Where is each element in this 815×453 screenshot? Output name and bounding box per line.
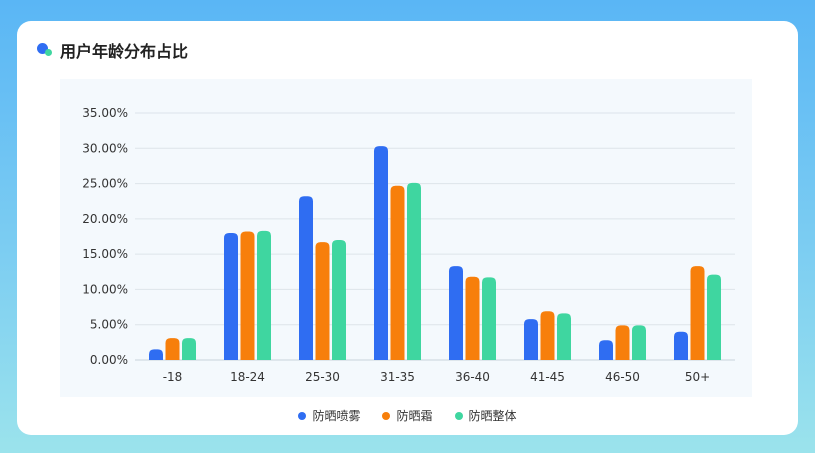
x-tick-label: 46-50: [605, 370, 640, 384]
bar: [149, 349, 163, 360]
x-tick-label: 31-35: [380, 370, 415, 384]
bar: [315, 242, 330, 360]
y-tick-label: 30.00%: [82, 141, 128, 155]
bar: [707, 274, 721, 360]
x-tick-label: 41-45: [530, 370, 565, 384]
chart-title: 用户年龄分布占比: [60, 42, 189, 61]
bar: [390, 185, 405, 360]
bar: [690, 266, 705, 360]
bar: [599, 340, 613, 360]
bar: [332, 240, 346, 360]
bar: [165, 338, 180, 360]
bar: [257, 230, 271, 360]
legend-swatch-series1: [298, 411, 307, 420]
bar: [632, 325, 646, 360]
x-tick-label: 18-24: [230, 370, 265, 384]
x-tick-label: -18: [163, 370, 183, 384]
bar: [482, 277, 496, 360]
legend-swatch-series3: [454, 411, 463, 420]
bar: [674, 331, 688, 360]
bar: [407, 182, 421, 360]
bar: [224, 232, 238, 360]
bar: [524, 319, 538, 360]
legend-item-series2[interactable]: 防晒霜: [382, 407, 433, 424]
legend-item-series1[interactable]: 防晒喷雾: [298, 407, 360, 424]
y-tick-label: 15.00%: [82, 247, 128, 261]
bar: [615, 325, 630, 360]
x-tick-label: 36-40: [455, 370, 490, 384]
legend-label-series1: 防晒喷雾: [312, 409, 361, 423]
legend-label-series3: 防晒整体: [468, 409, 517, 423]
bar: [374, 146, 388, 360]
bar: [557, 313, 571, 360]
y-tick-label: 5.00%: [90, 318, 128, 332]
legend: 防晒喷雾 防晒霜 防晒整体: [17, 407, 798, 424]
chart-card: 用户年龄分布占比 0.00% 5.00% 10.00% 15.00% 20.00% 25.…: [17, 21, 798, 435]
bar: [182, 338, 196, 360]
bar: [449, 266, 463, 360]
y-tick-label: 35.00%: [82, 106, 128, 120]
chart-header: 用户年龄分布占比: [37, 38, 188, 62]
legend-swatch-series2: [382, 411, 391, 420]
bar-chart: 0.00% 5.00% 10.00% 15.00% 20.00% 25.00% 30.00%…: [82, 106, 735, 384]
bar: [299, 196, 313, 360]
y-tick-label: 25.00%: [82, 177, 128, 191]
bar: [540, 311, 555, 360]
bar: [240, 231, 255, 360]
legend-label-series2: 防晒霜: [396, 409, 433, 423]
chart-title-icon: [37, 42, 53, 58]
y-tick-label: 0.00%: [90, 353, 128, 367]
y-tick-label: 20.00%: [82, 212, 128, 226]
bar: [465, 276, 480, 360]
x-tick-label: 50+: [685, 370, 710, 384]
y-tick-label: 10.00%: [82, 282, 128, 296]
x-tick-label: 25-30: [305, 370, 340, 384]
legend-item-series3[interactable]: 防晒整体: [454, 407, 517, 424]
